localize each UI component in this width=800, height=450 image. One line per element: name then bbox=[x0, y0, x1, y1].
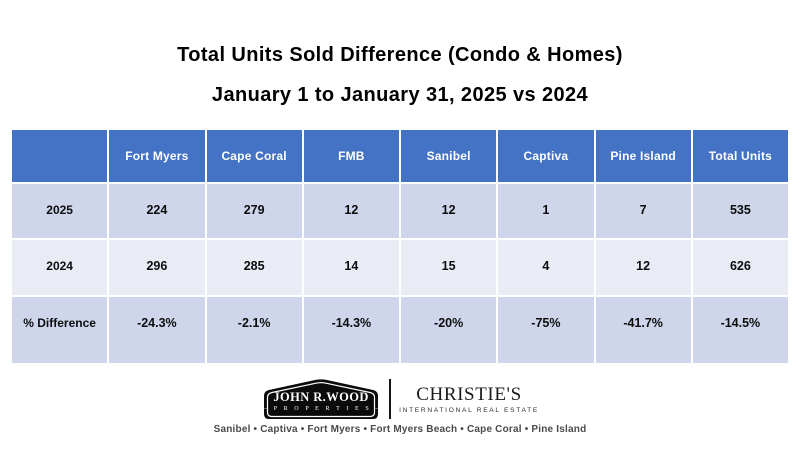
table-cell: 12 bbox=[593, 238, 693, 297]
properties-wordmark: — P R O P E R T I E S — bbox=[261, 406, 385, 412]
table-cell: -24.3% bbox=[107, 295, 207, 365]
table-row-percent-difference: % Difference -24.3% -2.1% -14.3% -20% -7… bbox=[9, 295, 791, 365]
john-r-wood-wordmark: JOHN R.WOOD bbox=[273, 390, 369, 404]
table-row-2025: 2025 224 279 12 12 1 7 535 bbox=[9, 182, 791, 240]
units-sold-table: Fort Myers Cape Coral FMB Sanibel Captiv… bbox=[9, 128, 791, 365]
table-row-2024: 2024 296 285 14 15 4 12 626 bbox=[9, 238, 791, 297]
john-r-wood-badge: JOHN R.WOOD — P R O P E R T I E S — bbox=[261, 377, 381, 421]
row-label-2025: 2025 bbox=[9, 182, 110, 240]
column-header-sanibel: Sanibel bbox=[398, 128, 499, 184]
table-cell: 12 bbox=[398, 182, 499, 240]
christies-block: CHRISTIE'S INTERNATIONAL REAL ESTATE bbox=[399, 383, 539, 414]
title-block: Total Units Sold Difference (Condo & Hom… bbox=[0, 44, 800, 106]
logo-divider bbox=[389, 379, 392, 419]
table-cell: 14 bbox=[301, 238, 402, 297]
table-cell: 285 bbox=[204, 238, 304, 297]
christies-wordmark: CHRISTIE'S bbox=[416, 383, 522, 405]
table-cell: 279 bbox=[204, 182, 304, 240]
house-badge-icon bbox=[264, 379, 379, 419]
table-cell: 626 bbox=[690, 238, 791, 297]
christies-subtitle: INTERNATIONAL REAL ESTATE bbox=[399, 406, 539, 414]
table-cell: -41.7% bbox=[593, 295, 693, 365]
company-logo: JOHN R.WOOD — P R O P E R T I E S — CHRI… bbox=[0, 377, 800, 421]
row-label-2024: 2024 bbox=[9, 238, 110, 297]
column-header-cape-coral: Cape Coral bbox=[204, 128, 304, 184]
column-header-fmb: FMB bbox=[301, 128, 402, 184]
table-cell: 535 bbox=[690, 182, 791, 240]
table-cell: -14.3% bbox=[301, 295, 402, 365]
column-header-blank bbox=[9, 128, 110, 184]
table-cell: -20% bbox=[398, 295, 499, 365]
slide-subtitle: January 1 to January 31, 2025 vs 2024 bbox=[211, 84, 589, 106]
table-cell: 12 bbox=[301, 182, 402, 240]
table-cell: -2.1% bbox=[204, 295, 304, 365]
table-cell: 15 bbox=[398, 238, 499, 297]
row-label-percent-difference: % Difference bbox=[9, 295, 110, 365]
table-cell: -14.5% bbox=[690, 295, 791, 365]
column-header-total-units: Total Units bbox=[690, 128, 791, 184]
table-cell: 1 bbox=[496, 182, 596, 240]
slide-title: Total Units Sold Difference (Condo & Hom… bbox=[177, 44, 623, 66]
column-header-captiva: Captiva bbox=[496, 128, 596, 184]
table-header-row: Fort Myers Cape Coral FMB Sanibel Captiv… bbox=[9, 128, 791, 184]
column-header-pine-island: Pine Island bbox=[593, 128, 693, 184]
table-cell: 296 bbox=[107, 238, 207, 297]
table-cell: 7 bbox=[593, 182, 693, 240]
table-cell: 224 bbox=[107, 182, 207, 240]
column-header-fort-myers: Fort Myers bbox=[107, 128, 207, 184]
table-cell: 4 bbox=[496, 238, 596, 297]
table-cell: -75% bbox=[496, 295, 596, 365]
service-areas-tagline: Sanibel • Captiva • Fort Myers • Fort My… bbox=[213, 424, 587, 435]
